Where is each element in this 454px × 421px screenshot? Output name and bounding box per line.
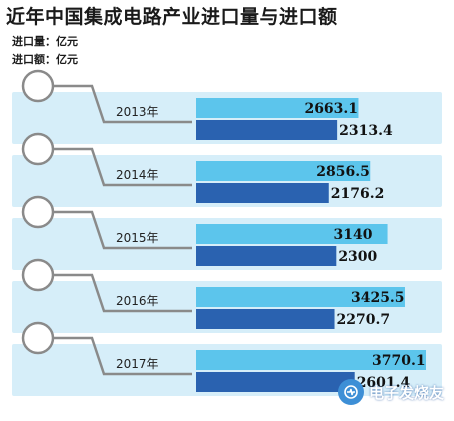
amount-value-label: 2270.7: [337, 312, 391, 328]
connector-line: [53, 336, 192, 376]
volume-value-label: 3140: [334, 227, 373, 243]
year-label: 2014年: [116, 168, 159, 182]
year-label: 2013年: [116, 105, 159, 119]
watermark-text: 电子发烧友: [368, 383, 444, 402]
volume-bar: [196, 350, 426, 370]
amount-value-label: 2601.4: [357, 375, 411, 391]
year-marker: [21, 321, 55, 355]
amount-bar: [196, 120, 338, 140]
volume-bar: [196, 161, 371, 181]
year-marker: [21, 132, 55, 166]
volume-value-label: 3770.1: [372, 353, 426, 369]
watermark: 电子发烧友: [337, 379, 444, 405]
year-marker: [21, 195, 55, 229]
amount-bar: [196, 183, 329, 203]
volume-value-label: 2856.5: [316, 164, 370, 180]
amount-value-label: 2300: [338, 249, 377, 265]
year-label: 2017年: [116, 357, 159, 371]
amount-bar: [196, 246, 337, 266]
volume-value-label: 2663.1: [304, 101, 358, 117]
connector-line: [53, 273, 192, 313]
volume-bar: [196, 224, 388, 244]
volume-value-label: 3425.5: [351, 290, 405, 306]
connector-line: [53, 84, 192, 124]
year-label: 2016年: [116, 294, 159, 308]
year-marker: [21, 258, 55, 292]
volume-bar: [196, 98, 359, 118]
unit-label-amount: 进口额：亿元: [12, 53, 78, 66]
chart-title: 近年中国集成电路产业进口量与进口额: [6, 6, 338, 28]
amount-value-label: 2176.2: [331, 186, 385, 202]
amount-bar: [196, 309, 335, 329]
watermark-logo-icon: [337, 379, 364, 405]
amount-value-label: 2313.4: [339, 123, 393, 139]
year-label: 2015年: [116, 231, 159, 245]
unit-label-volume: 进口量：亿元: [12, 35, 78, 48]
year-marker: [21, 69, 55, 103]
amount-bar: [196, 372, 355, 392]
connector-line: [53, 210, 192, 250]
volume-bar: [196, 287, 405, 307]
connector-line: [53, 147, 192, 187]
